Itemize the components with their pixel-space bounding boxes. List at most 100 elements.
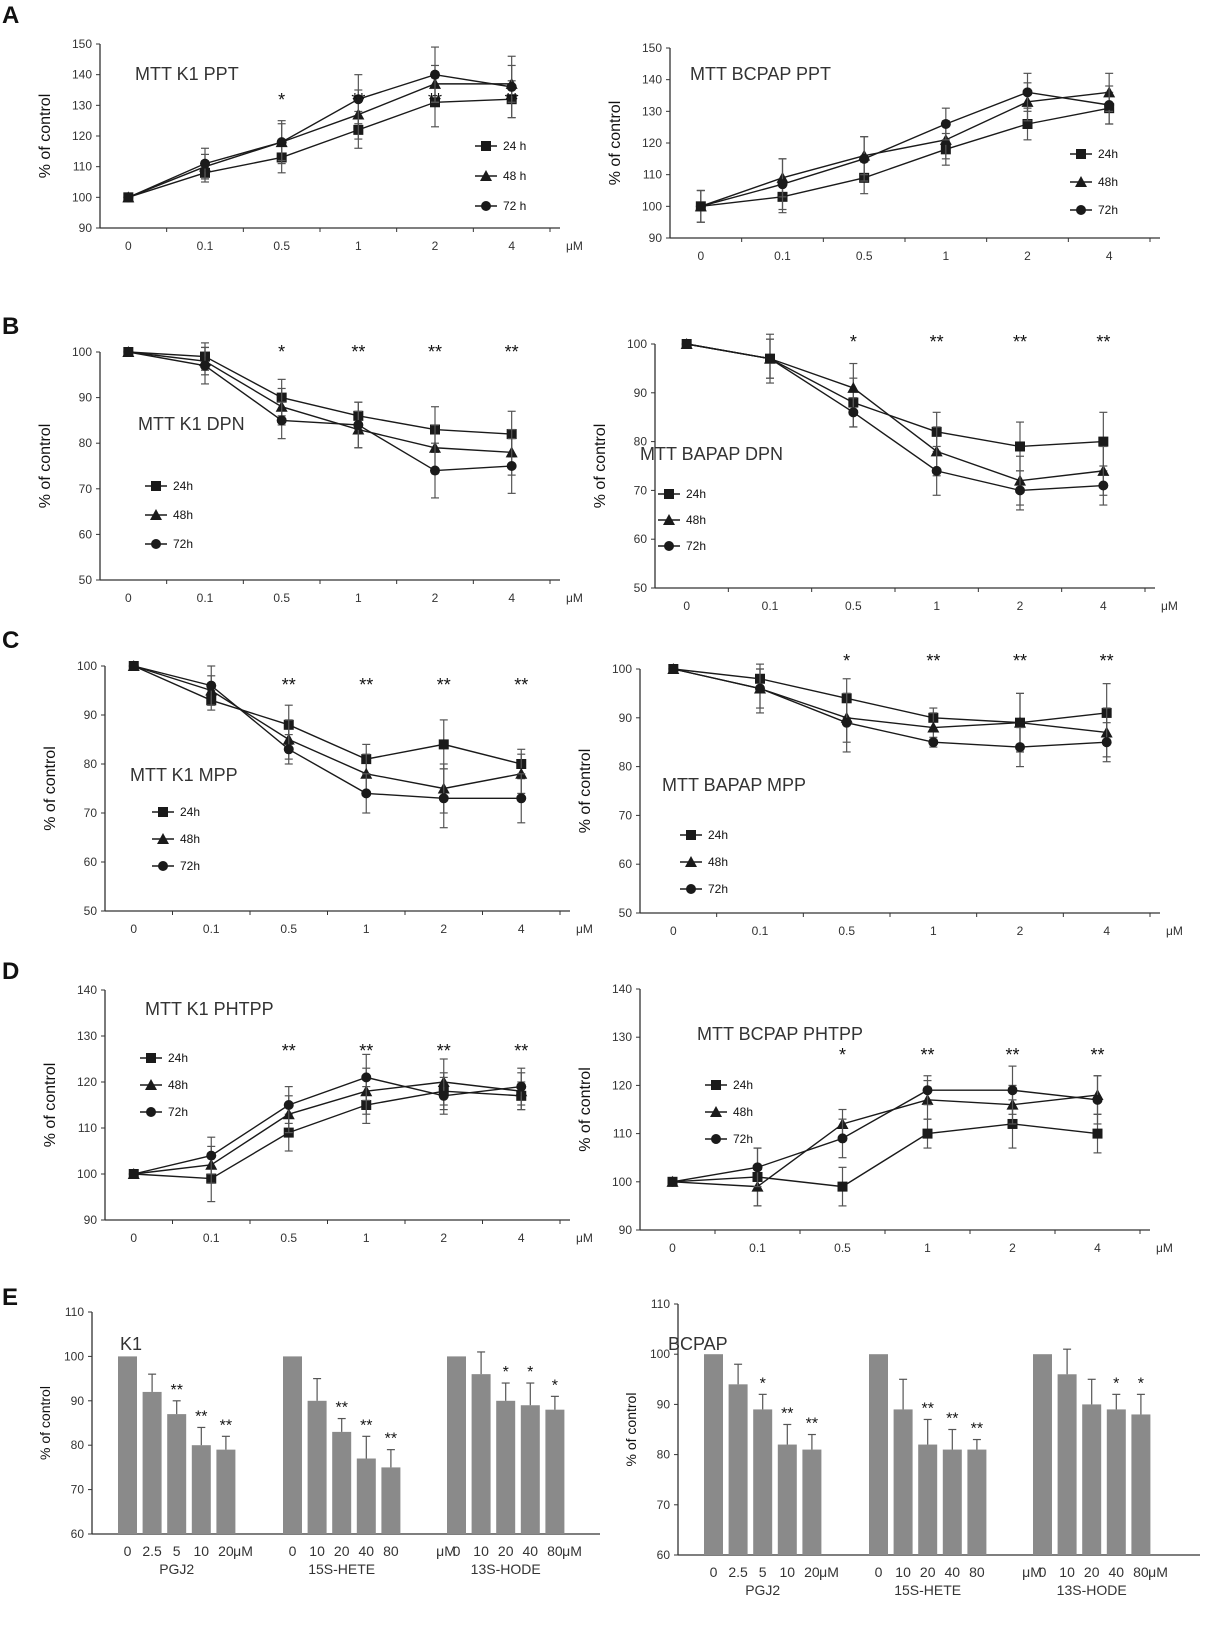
x-tick-label: 0 [669, 1241, 676, 1255]
y-tick-label: 50 [84, 904, 98, 918]
y-tick-label: 90 [84, 1213, 98, 1227]
significance-mark: ** [806, 1416, 818, 1433]
bar [1033, 1354, 1052, 1555]
legend-label: 48h [1098, 175, 1118, 189]
y-tick-label: 120 [72, 129, 92, 143]
data-point [438, 793, 449, 804]
panel-letter-a: A [2, 2, 20, 29]
x-unit-label: μM [576, 1231, 593, 1245]
panel-letter-c: C [2, 627, 20, 654]
x-tick-label: 4 [1094, 1241, 1101, 1255]
x-tick-label: 0 [875, 1564, 883, 1580]
significance-mark: ** [930, 332, 944, 352]
chart-a-k1: 90 100 110 120 130 140 150 0 0.1 0.5 1 2 4 μM % of con… [37, 37, 583, 253]
legend-label: 72h [708, 882, 728, 896]
data-point [847, 381, 860, 393]
y-tick-label: 50 [619, 906, 633, 920]
x-tick-label: 4 [508, 239, 515, 253]
legend-label: 24h [686, 487, 706, 501]
y-tick-label: 90 [619, 1223, 633, 1237]
series-line [700, 91, 1110, 207]
x-unit-label: μM [1156, 1241, 1173, 1255]
y-tick-label: 70 [619, 808, 633, 822]
legend-label: 72 h [503, 199, 526, 213]
bar [307, 1400, 327, 1534]
significance-mark: ** [360, 1417, 372, 1434]
chart-title: MTT K1 PHTPP [145, 999, 274, 1019]
x-tick-label: 40 [1109, 1564, 1125, 1580]
significance-mark: * [760, 1375, 766, 1392]
x-tick-label: 5 [759, 1564, 767, 1580]
x-tick-label: 5 [173, 1543, 181, 1559]
y-tick-label: 110 [78, 1121, 97, 1135]
x-tick-label: 0.5 [273, 239, 290, 253]
chart-title: MTT BAPAP DPN [640, 444, 783, 464]
series-line [673, 668, 1107, 734]
y-axis-label: % of control [607, 101, 624, 185]
significance-mark: ** [359, 1041, 373, 1061]
x-tick-label: 40 [523, 1543, 539, 1559]
legend-label: 72h [173, 537, 193, 551]
y-axis-label: % of control [37, 94, 54, 178]
bar [1082, 1404, 1102, 1555]
bar [520, 1405, 540, 1534]
y-tick-label: 90 [657, 1397, 671, 1411]
legend-marker [158, 807, 168, 817]
y-tick-label: 140 [642, 73, 662, 87]
x-tick-label: 4 [1106, 249, 1113, 263]
data-point [506, 81, 517, 92]
x-tick-label: 0.1 [197, 239, 214, 253]
series-line [700, 91, 1110, 208]
significance-mark: ** [514, 1041, 528, 1061]
panel-letter-d: D [2, 958, 20, 985]
chart-a-bcpap: 90 100 110 120 130 140 150 0 0.1 0.5 1 2 4 % of contr… [607, 41, 1160, 263]
data-point [283, 744, 294, 755]
y-tick-label: 70 [84, 806, 98, 820]
bar [496, 1400, 516, 1534]
legend-marker [150, 509, 162, 520]
data-point [1098, 436, 1109, 447]
y-tick-label: 50 [634, 581, 648, 595]
x-unit-label: μM [1161, 599, 1178, 613]
bar [893, 1409, 913, 1555]
legend-label: 24h [168, 1051, 188, 1065]
legend-marker [711, 1134, 721, 1144]
y-tick-label: 110 [65, 1305, 84, 1319]
x-tick-label: 0 [697, 249, 704, 263]
series-line [133, 665, 522, 800]
chart-b-bapap: 50 60 70 80 90 100 0 0.1 0.5 1 2 4 μM % of control MTT… [592, 332, 1178, 613]
x-tick-label: 0.1 [203, 922, 220, 936]
y-tick-label: 70 [79, 482, 93, 496]
x-tick-label: 0.1 [774, 249, 791, 263]
series-line [133, 665, 522, 765]
data-point [128, 1169, 139, 1179]
y-tick-label: 110 [651, 1297, 670, 1311]
chart-title: MTT BAPAP MPP [662, 775, 806, 795]
x-tick-label: 0.1 [749, 1241, 766, 1255]
x-tick-label: 20 [498, 1543, 514, 1559]
legend-label: 48h [733, 1105, 753, 1119]
significance-mark: * [278, 342, 285, 362]
y-tick-label: 100 [627, 337, 647, 351]
data-point [927, 721, 940, 733]
y-tick-label: 50 [79, 573, 93, 587]
y-tick-label: 110 [73, 160, 92, 174]
significance-mark: ** [1005, 1045, 1019, 1065]
series-line [133, 1076, 522, 1175]
y-tick-label: 60 [634, 532, 648, 546]
data-point [1098, 480, 1109, 491]
group-label: 13S-HODE [471, 1561, 541, 1577]
data-point [506, 461, 517, 471]
bar [447, 1356, 466, 1534]
y-tick-label: 120 [77, 1075, 97, 1089]
chart-title: MTT K1 DPN [138, 414, 245, 434]
chart-c-bapap: 50 60 70 80 90 100 0 0.1 0.5 1 2 4 μM % of control MTT… [577, 651, 1183, 938]
x-tick-label: 20 [334, 1543, 350, 1559]
y-tick-label: 100 [72, 190, 92, 204]
x-tick-label: 0 [683, 599, 690, 613]
y-tick-label: 60 [84, 855, 98, 869]
data-point [681, 339, 692, 349]
data-point [859, 153, 870, 164]
legend-marker [157, 833, 169, 844]
bar [142, 1391, 162, 1534]
